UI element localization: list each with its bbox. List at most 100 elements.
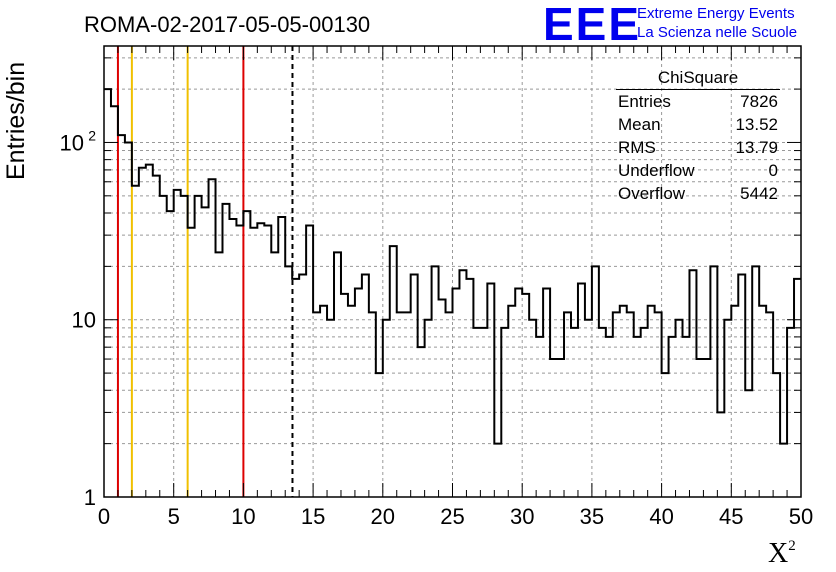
histogram-bin [696, 359, 703, 497]
histogram-bin [473, 328, 480, 497]
histogram-bin [683, 337, 690, 497]
histogram-bin [564, 312, 571, 497]
histogram-bin [731, 306, 738, 497]
histogram-bin [641, 328, 648, 497]
histogram-bin [376, 373, 383, 497]
histogram-bin [669, 337, 676, 497]
histogram-bin [209, 179, 216, 497]
histogram-bin [515, 289, 522, 497]
histogram-bin [689, 270, 696, 497]
histogram-bin [773, 373, 780, 497]
histogram-bin [418, 347, 425, 497]
histogram-bin [334, 252, 341, 497]
histogram-bin [780, 444, 787, 497]
histogram-bin [362, 274, 369, 497]
histogram-bin [759, 306, 766, 497]
histogram-bin [278, 217, 285, 497]
histogram-bin [613, 312, 620, 497]
histogram-bin [411, 274, 418, 497]
histogram-bin [550, 359, 557, 497]
x-axis-label-superscript: 2 [788, 538, 796, 554]
histogram-bin [703, 359, 710, 497]
y-tick-label-exponent: 2 [88, 127, 96, 143]
histogram-bin [522, 294, 529, 497]
histogram-bin [599, 328, 606, 497]
stats-row-mean: Mean 13.52 [612, 113, 780, 136]
stats-row-entries: Entries 7826 [612, 90, 780, 113]
histogram-bin [188, 228, 195, 497]
histogram-bin [606, 337, 613, 497]
histogram-bin [174, 190, 181, 497]
histogram-bin [459, 270, 466, 497]
histogram-bin [466, 279, 473, 497]
histogram-bin [383, 320, 390, 497]
histogram-bin [327, 320, 334, 497]
chart-title: ROMA-02-2017-05-05-00130 [84, 12, 371, 37]
stats-row-overflow: Overflow 5442 [612, 182, 780, 205]
histogram-bin [257, 223, 264, 497]
histogram-bin [271, 252, 278, 497]
grid-lines [104, 46, 801, 497]
x-tick-label: 35 [580, 504, 604, 529]
histogram-bin [557, 359, 564, 497]
histogram-bin [132, 186, 139, 497]
histogram-bin [487, 284, 494, 497]
logo-caption: Extreme Energy Events La Scienza nelle S… [637, 4, 797, 42]
histogram-bin [236, 226, 243, 497]
histogram-bin [439, 300, 446, 497]
histogram-bin [592, 266, 599, 497]
histogram-bin [153, 176, 160, 497]
histogram-bin [662, 373, 669, 497]
histogram-bin [390, 246, 397, 497]
histogram-bin [195, 196, 202, 497]
histogram-bin [529, 320, 536, 497]
histogram-bin [724, 320, 731, 497]
histogram-bin [655, 312, 662, 497]
stats-value: 13.52 [735, 115, 778, 134]
histogram-bin [787, 328, 794, 497]
stats-row-underflow: Underflow 0 [612, 159, 780, 182]
histogram-bin [508, 306, 515, 497]
histogram-bin [348, 306, 355, 497]
histogram-bin [229, 219, 236, 497]
y-tick-label: 10 [72, 308, 96, 333]
x-axis-label-base: X [768, 538, 789, 569]
histogram-bin [222, 204, 229, 497]
histogram-bin [404, 312, 411, 497]
histogram-bin [397, 312, 404, 497]
histogram-bin [125, 142, 132, 497]
histogram-bin [292, 279, 299, 497]
stats-value: 7826 [740, 92, 778, 111]
histogram-bin [432, 266, 439, 497]
histogram-bin [320, 306, 327, 497]
histogram-bin [480, 328, 487, 497]
histogram-bin [543, 289, 550, 497]
x-tick-label: 45 [719, 504, 743, 529]
x-tick-label: 20 [371, 504, 395, 529]
stats-label: Overflow [618, 184, 686, 203]
y-tick-label: 10 [60, 130, 84, 155]
y-tick-label: 1 [84, 485, 96, 510]
histogram-bin [634, 337, 641, 497]
x-tick-label: 15 [301, 504, 325, 529]
stats-value: 5442 [740, 184, 778, 203]
histogram-bin [139, 168, 146, 497]
x-tick-label: 50 [789, 504, 813, 529]
histogram-bin [299, 274, 306, 497]
histogram-bin [167, 211, 174, 497]
x-tick-label: 0 [98, 504, 110, 529]
histogram-bin [648, 306, 655, 497]
histogram-bin [243, 211, 250, 497]
histogram-bin [341, 294, 348, 497]
histogram-bin [216, 252, 223, 497]
histogram-bin [446, 312, 453, 497]
stats-box-title: ChiSquare [616, 68, 780, 90]
histogram-bin [181, 196, 188, 497]
histogram-bin [285, 266, 292, 497]
histogram-bin [264, 226, 271, 497]
y-axis-label: Entries/bin [2, 61, 30, 180]
x-tick-label: 10 [231, 504, 255, 529]
stats-box: ChiSquare Entries 7826 Mean 13.52 RMS 13.79… [612, 68, 780, 205]
stats-label: Entries [618, 92, 671, 111]
